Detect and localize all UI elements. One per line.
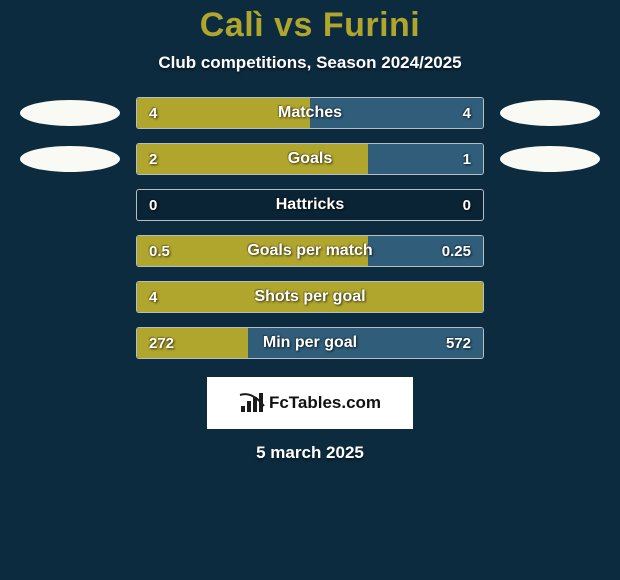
stat-row: 00Hattricks xyxy=(0,189,620,221)
stat-label: Hattricks xyxy=(137,190,483,220)
right-ellipse xyxy=(500,146,600,172)
left-ellipse xyxy=(20,100,120,126)
stat-label: Shots per goal xyxy=(137,282,483,312)
stat-row: 272572Min per goal xyxy=(0,327,620,359)
stat-label: Goals xyxy=(137,144,483,174)
stat-bar: 4Shots per goal xyxy=(136,281,484,313)
bars-icon xyxy=(239,392,265,414)
stat-label: Min per goal xyxy=(137,328,483,358)
stat-label: Matches xyxy=(137,98,483,128)
stat-row: 21Goals xyxy=(0,143,620,175)
left-ellipse xyxy=(20,146,120,172)
brand-badge: FcTables.com xyxy=(207,377,413,429)
stat-bar: 00Hattricks xyxy=(136,189,484,221)
stat-row: 4Shots per goal xyxy=(0,281,620,313)
content-container: Calì vs Furini Club competitions, Season… xyxy=(0,0,620,580)
stat-row: 44Matches xyxy=(0,97,620,129)
stat-bar: 44Matches xyxy=(136,97,484,129)
season-subtitle: Club competitions, Season 2024/2025 xyxy=(158,53,461,73)
stat-bar: 0.50.25Goals per match xyxy=(136,235,484,267)
stat-row: 0.50.25Goals per match xyxy=(0,235,620,267)
page-title: Calì vs Furini xyxy=(200,6,421,45)
stat-bar: 272572Min per goal xyxy=(136,327,484,359)
brand-text: FcTables.com xyxy=(269,393,381,413)
stats-rows: 44Matches 21Goals 00Hattricks 0.50.25Goals … xyxy=(0,97,620,359)
stat-bar: 21Goals xyxy=(136,143,484,175)
stat-label: Goals per match xyxy=(137,236,483,266)
date-label: 5 march 2025 xyxy=(256,443,364,463)
right-ellipse xyxy=(500,100,600,126)
